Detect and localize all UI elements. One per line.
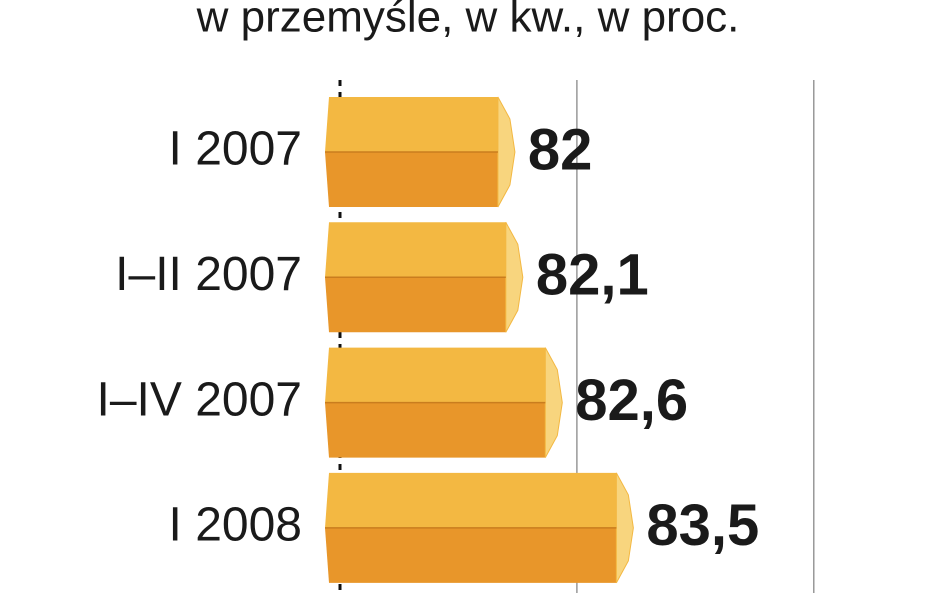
bar-cap <box>497 96 516 208</box>
bar-top <box>325 472 617 528</box>
value-label: 82,6 <box>575 368 688 433</box>
bar-bottom <box>325 402 546 458</box>
category-label: I 2007 <box>169 123 302 176</box>
value-label: 83,5 <box>646 493 759 558</box>
bar <box>325 347 563 458</box>
bar-bottom <box>325 277 506 333</box>
bar-top <box>325 222 506 278</box>
bar <box>325 472 634 584</box>
bar <box>325 222 524 333</box>
category-label: I–II 2007 <box>115 248 302 301</box>
bar-top <box>325 97 498 152</box>
bar-bottom <box>325 527 617 583</box>
category-label: I 2008 <box>169 499 302 552</box>
bar-cap <box>615 472 634 584</box>
bar <box>325 96 516 208</box>
chart-title: w przemyśle, w kw., w proc. <box>196 0 740 42</box>
value-label: 82,1 <box>536 243 649 308</box>
value-label: 82 <box>528 117 593 182</box>
bar-cap <box>544 347 563 458</box>
bar-cap <box>505 222 524 333</box>
category-label: I–IV 2007 <box>97 373 303 426</box>
bar-top <box>325 347 546 403</box>
bar-bottom <box>325 152 498 207</box>
